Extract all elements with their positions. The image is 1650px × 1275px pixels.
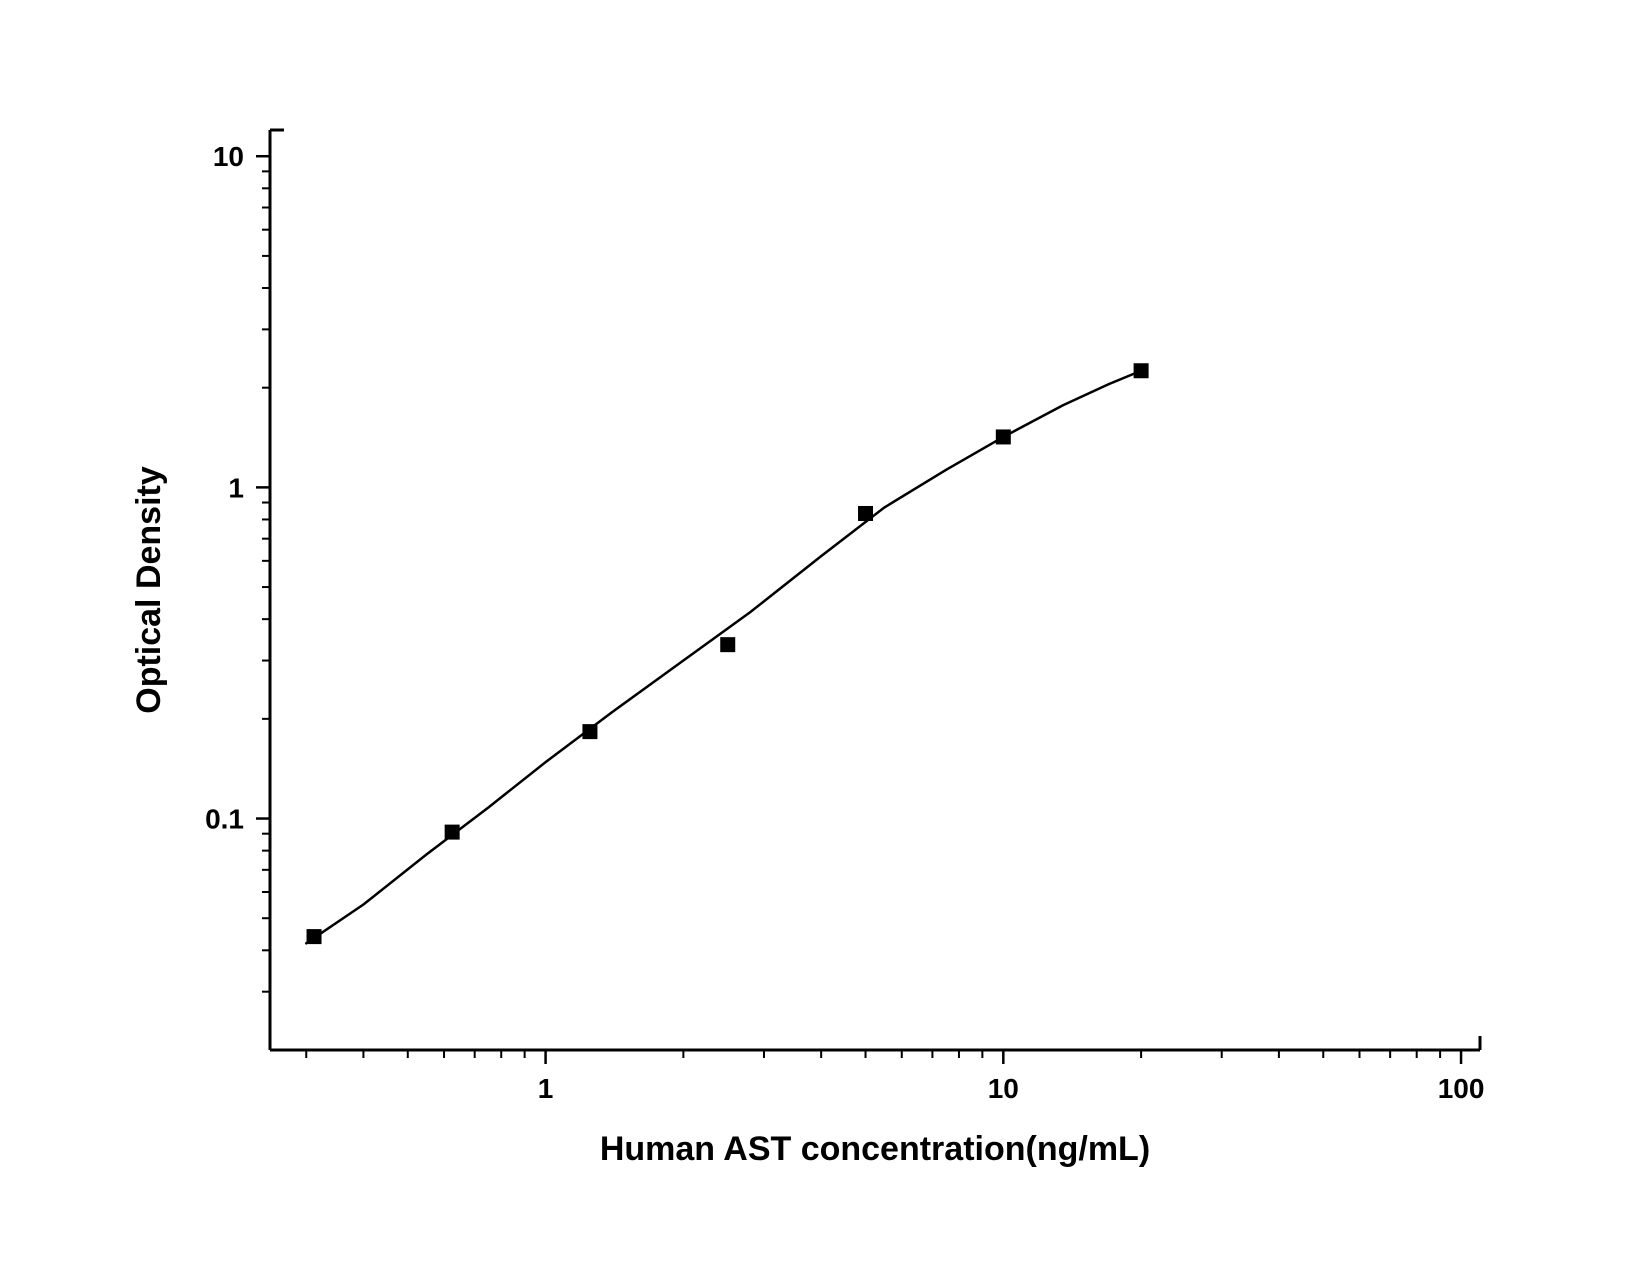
x-tick-label: 10 bbox=[988, 1073, 1019, 1104]
data-marker bbox=[859, 506, 873, 520]
y-tick-label: 1 bbox=[228, 472, 244, 503]
data-marker bbox=[721, 638, 735, 652]
x-tick-label: 1 bbox=[538, 1073, 554, 1104]
chart-background bbox=[0, 0, 1650, 1275]
x-axis-label: Human AST concentration(ng/mL) bbox=[600, 1130, 1150, 1168]
data-marker bbox=[445, 825, 459, 839]
chart-svg: 1 10 100 0.1 1 10 Human AST concentration(ng/m… bbox=[0, 0, 1650, 1275]
data-marker bbox=[307, 930, 321, 944]
y-tick-label: 10 bbox=[213, 141, 244, 172]
data-marker bbox=[583, 725, 597, 739]
data-marker bbox=[1134, 364, 1148, 378]
data-marker bbox=[996, 430, 1010, 444]
y-tick-label: 0.1 bbox=[205, 804, 244, 835]
x-tick-label: 100 bbox=[1438, 1073, 1485, 1104]
y-axis-label: Optical Density bbox=[130, 466, 168, 714]
chart-container: 1 10 100 0.1 1 10 Human AST concentration(ng/m… bbox=[0, 0, 1650, 1275]
